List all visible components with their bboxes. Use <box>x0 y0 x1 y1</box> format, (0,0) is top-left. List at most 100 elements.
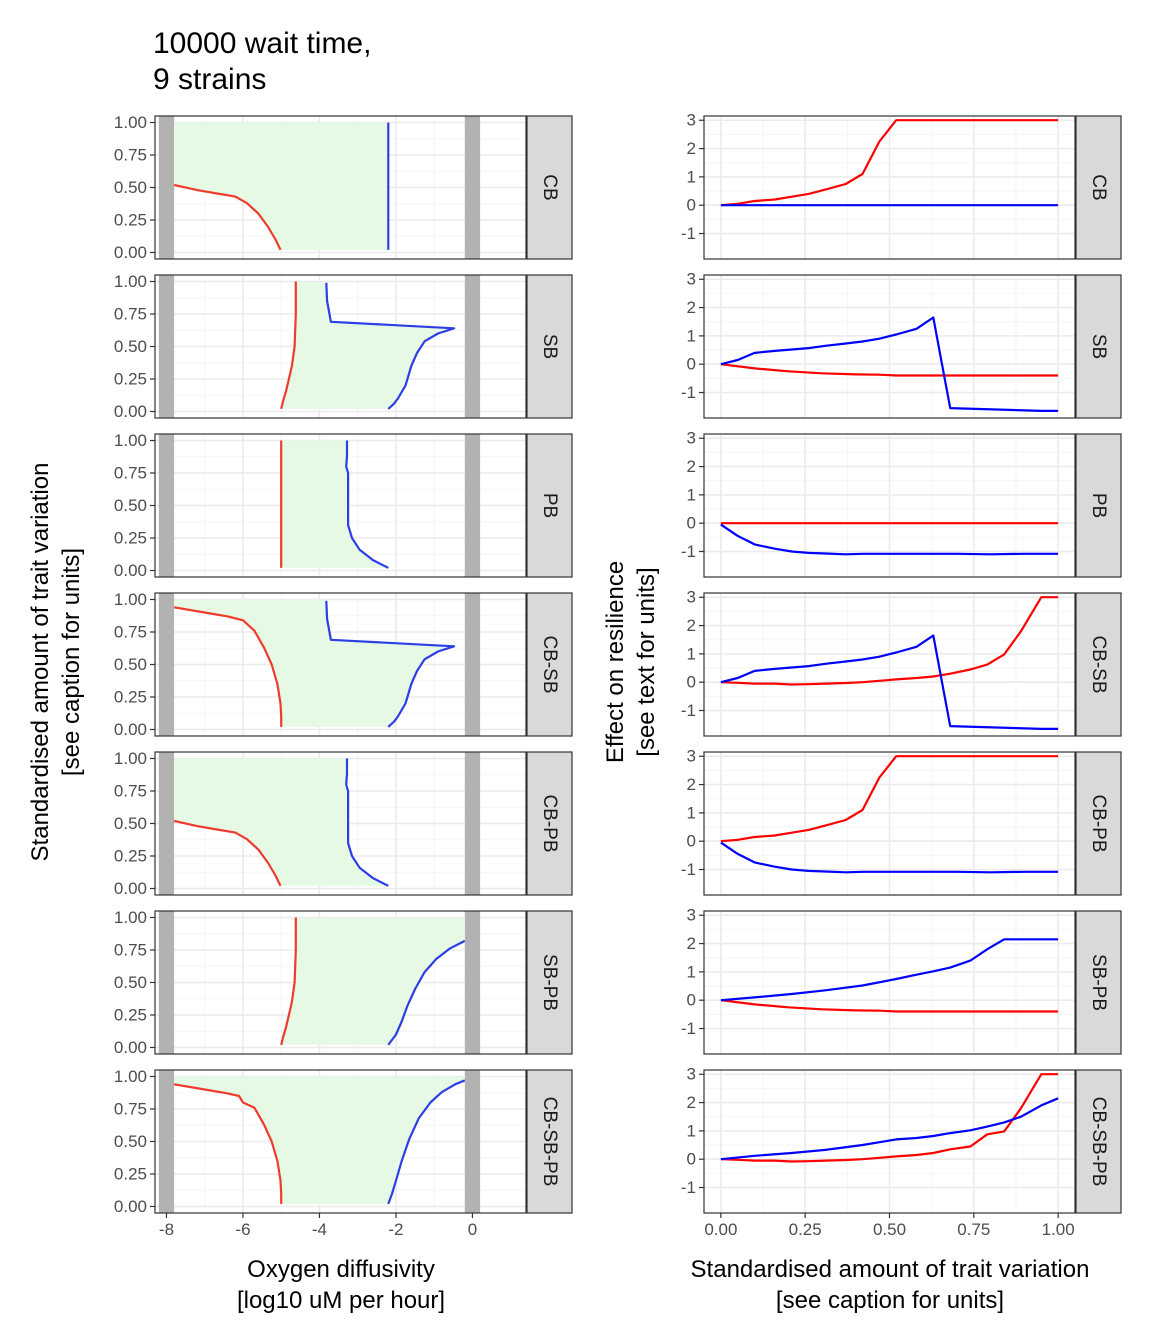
y-tick-label: 3 <box>687 111 696 130</box>
boundary-bar <box>464 593 481 736</box>
y-tick-label: 0.00 <box>114 243 147 262</box>
panel-border <box>703 751 1076 896</box>
strip-box <box>526 1069 573 1214</box>
left-panel-cb-sb-pb: CB-SB-PB 0.00 0.25 0.50 0.75 1.00 <box>114 1067 573 1216</box>
y-tick-label: 0.25 <box>114 847 147 866</box>
boundary-bar <box>464 275 481 418</box>
y-tick-label: 1 <box>687 803 696 822</box>
boundary-bar <box>158 593 175 736</box>
boundary-bar <box>158 911 175 1054</box>
y-tick-label: 0 <box>687 196 696 215</box>
strip-box <box>1075 115 1122 260</box>
y-tick-label: 0.00 <box>114 1197 147 1216</box>
y-tick-label: 2 <box>687 1093 696 1112</box>
y-tick-label: 0.00 <box>114 720 147 739</box>
y-tick-label: 2 <box>687 298 696 317</box>
strip-label: PB <box>1088 493 1109 518</box>
y-tick-label: 0.00 <box>114 1038 147 1057</box>
left-panel-sb: SB 0.00 0.25 0.50 0.75 1.00 <box>114 272 573 421</box>
y-tick-label: 0 <box>687 514 696 533</box>
y-tick-label: -1 <box>681 860 696 879</box>
title-line-2: 9 strains <box>153 63 267 96</box>
strip-box <box>1075 274 1122 419</box>
boundary-bar <box>158 1070 175 1213</box>
x-tick-label: 0 <box>468 1220 477 1239</box>
right-x-axis: 0.00 0.25 0.50 0.75 1.00 Standardised amount … <box>691 1213 1090 1314</box>
boundary-bar <box>464 1070 481 1213</box>
y-tick-label: 1 <box>687 485 696 504</box>
x-axis-title: Standardised amount of trait variation <box>691 1256 1090 1283</box>
y-tick-label: 0.75 <box>114 1100 147 1119</box>
y-tick-label: 0.50 <box>114 337 147 356</box>
y-tick-label: 2 <box>687 457 696 476</box>
left-y-axis-title: Standardised amount of trait variation [s… <box>27 463 85 862</box>
strip-label: SB <box>539 334 560 359</box>
right-panel-pb: PB -1 0 1 2 3 <box>681 429 1122 578</box>
y-tick-label: 2 <box>687 775 696 794</box>
strip-label: CB <box>539 174 560 200</box>
blue-line <box>387 1079 466 1205</box>
red-line <box>173 819 282 887</box>
y-axis-subtitle: [see text for units] <box>633 567 660 756</box>
y-tick-label: 0.75 <box>114 146 147 165</box>
blue-line <box>720 634 1059 731</box>
y-tick-label: 3 <box>687 429 696 448</box>
y-tick-label: 0.75 <box>114 941 147 960</box>
right-panel-cb-sb-pb: CB-SB-PB -1 0 1 2 3 <box>681 1065 1122 1214</box>
blue-line <box>325 600 456 728</box>
y-tick-label: 0 <box>687 673 696 692</box>
y-tick-label: 1.00 <box>114 749 147 768</box>
y-tick-label: 3 <box>687 270 696 289</box>
strip-box <box>1075 1069 1122 1214</box>
red-line <box>280 917 297 1046</box>
left-panel-cb: CB 0.00 0.25 0.50 0.75 1.00 <box>114 113 573 262</box>
red-line <box>720 596 1059 686</box>
strip-box <box>1075 433 1122 578</box>
right-panel-cb: CB -1 0 1 2 3 <box>681 111 1122 260</box>
right-panel-cb-sb: CB-SB -1 0 1 2 3 <box>681 588 1122 737</box>
y-tick-label: 0.75 <box>114 305 147 324</box>
blue-line <box>720 938 1059 1002</box>
strip-label: SB <box>1088 334 1109 359</box>
strip-label: CB-PB <box>539 794 560 852</box>
x-axis-subtitle: [see caption for units] <box>776 1287 1004 1314</box>
boundary-bar <box>464 116 481 259</box>
panel-border <box>703 592 1076 737</box>
y-tick-label: 0.75 <box>114 464 147 483</box>
boundary-bar <box>158 275 175 418</box>
y-tick-label: 1 <box>687 326 696 345</box>
strip-label: CB-SB <box>539 635 560 693</box>
y-tick-label: 0.25 <box>114 211 147 230</box>
red-line <box>720 1073 1059 1163</box>
strip-label: CB <box>1088 174 1109 200</box>
y-tick-label: 0.50 <box>114 655 147 674</box>
x-tick-label: -4 <box>312 1220 327 1239</box>
y-tick-label: 0.25 <box>114 1006 147 1025</box>
y-tick-label: 0.50 <box>114 973 147 992</box>
strip-box <box>526 433 573 578</box>
y-tick-label: -1 <box>681 224 696 243</box>
x-tick-label: -8 <box>159 1220 174 1239</box>
left-x-axis: -8 -6 -4 -2 0 Oxygen diffusivity [log10 uM per… <box>159 1213 477 1314</box>
y-tick-label: 0.25 <box>114 529 147 548</box>
red-line <box>173 183 282 251</box>
y-tick-label: 0.50 <box>114 178 147 197</box>
strip-label: CB-SB-PB <box>539 1097 560 1187</box>
right-panel-sb-pb: SB-PB -1 0 1 2 3 <box>681 906 1122 1055</box>
strip-box <box>1075 910 1122 1055</box>
boundary-bar <box>158 434 175 577</box>
x-tick-label: -2 <box>388 1220 403 1239</box>
panel-border <box>703 433 1076 578</box>
viable-region <box>281 281 455 409</box>
boundary-bar <box>464 752 481 895</box>
strip-box <box>1075 751 1122 896</box>
x-tick-label: -6 <box>235 1220 250 1239</box>
y-tick-label: 1.00 <box>114 272 147 291</box>
y-tick-label: -1 <box>681 701 696 720</box>
y-tick-label: 0.50 <box>114 1132 147 1151</box>
red-line <box>173 606 283 727</box>
strip-box <box>526 751 573 896</box>
strip-label: CB-SB <box>1088 635 1109 693</box>
blue-line <box>720 1097 1059 1161</box>
strip-label: PB <box>539 493 560 518</box>
